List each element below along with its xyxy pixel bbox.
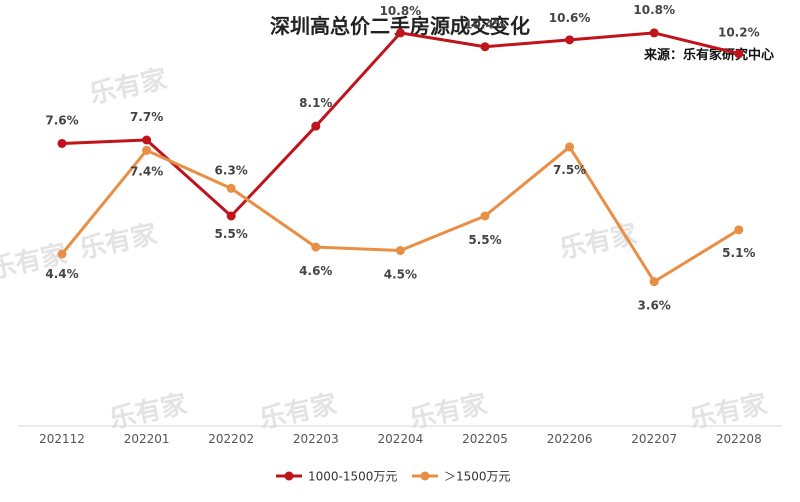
data-point — [395, 28, 405, 38]
x-tick-label: 202112 — [39, 432, 85, 446]
x-tick-label: 202202 — [208, 432, 254, 446]
data-point — [311, 121, 321, 131]
data-point — [142, 135, 152, 145]
watermark-text: 乐有家 — [687, 388, 770, 435]
data-label: 4.6% — [299, 264, 332, 278]
series-1: 7.6% 7.7% 5.5% 8.1% 10.8% 10.4% 10.6% 10.8% 10.2… — [45, 3, 759, 241]
watermark-text: 乐有家 — [557, 218, 640, 265]
x-tick-label: 202204 — [377, 432, 423, 446]
data-point — [565, 35, 575, 45]
data-label: 5.1% — [722, 246, 755, 260]
data-label: 10.6% — [549, 11, 591, 25]
data-label: 10.8% — [380, 4, 422, 18]
data-label: 10.4% — [464, 18, 506, 32]
data-point — [395, 246, 405, 256]
data-point — [57, 138, 67, 148]
watermark-text: 乐有家 — [87, 63, 170, 110]
legend-swatch-marker — [420, 471, 430, 481]
data-point — [480, 211, 490, 221]
data-point — [734, 49, 744, 59]
watermark-text: 乐有家 — [107, 388, 190, 435]
data-point — [649, 28, 659, 38]
data-label: 5.5% — [215, 227, 248, 241]
legend-label: ＞1500万元 — [444, 470, 511, 484]
watermark-text: 乐有家 — [407, 388, 490, 435]
data-point — [565, 142, 575, 152]
data-point — [480, 42, 490, 52]
x-tick-label: 202201 — [124, 432, 170, 446]
data-label: 8.1% — [299, 96, 332, 110]
legend-item: ＞1500万元 — [412, 470, 511, 484]
legend: 1000-1500万元 ＞1500万元 — [276, 470, 511, 484]
series-2: 4.4% 7.4% 6.3% 4.6% 4.5% 5.5% 7.5% 3.6% 5.1% — [45, 142, 755, 313]
watermark-text: 乐有家 — [77, 218, 160, 265]
data-label: 3.6% — [638, 299, 671, 313]
x-axis-ticks: 202112 202201 202202 202203 202204 202205 2022… — [39, 432, 762, 446]
legend-swatch-marker — [284, 471, 294, 481]
x-tick-label: 202208 — [716, 432, 762, 446]
data-point — [226, 211, 236, 221]
data-point — [311, 242, 321, 252]
data-label: 7.7% — [130, 110, 163, 124]
x-tick-label: 202206 — [547, 432, 593, 446]
series-line — [60, 31, 741, 218]
data-label: 7.6% — [45, 113, 78, 127]
x-tick-label: 202207 — [631, 432, 677, 446]
legend-label: 1000-1500万元 — [308, 470, 397, 484]
data-point — [734, 225, 744, 235]
data-label: 7.5% — [553, 163, 586, 177]
data-label: 5.5% — [468, 233, 501, 247]
data-label: 10.2% — [718, 26, 760, 40]
data-label: 6.3% — [215, 163, 248, 177]
data-label: 10.8% — [633, 3, 675, 17]
data-point — [57, 249, 67, 259]
watermark-text: 乐有家 — [257, 388, 340, 435]
x-tick-label: 202205 — [462, 432, 508, 446]
data-label: 4.4% — [45, 267, 78, 281]
series-line — [60, 145, 741, 284]
data-point — [649, 277, 659, 287]
data-label: 7.4% — [130, 164, 163, 178]
legend-item: 1000-1500万元 — [276, 470, 397, 484]
data-point — [142, 145, 152, 155]
x-tick-label: 202203 — [293, 432, 339, 446]
series-layer: 7.6% 7.7% 5.5% 8.1% 10.8% 10.4% 10.6% 10.8% 10.2… — [45, 3, 759, 313]
data-point — [226, 183, 236, 193]
data-label: 4.5% — [384, 268, 417, 282]
